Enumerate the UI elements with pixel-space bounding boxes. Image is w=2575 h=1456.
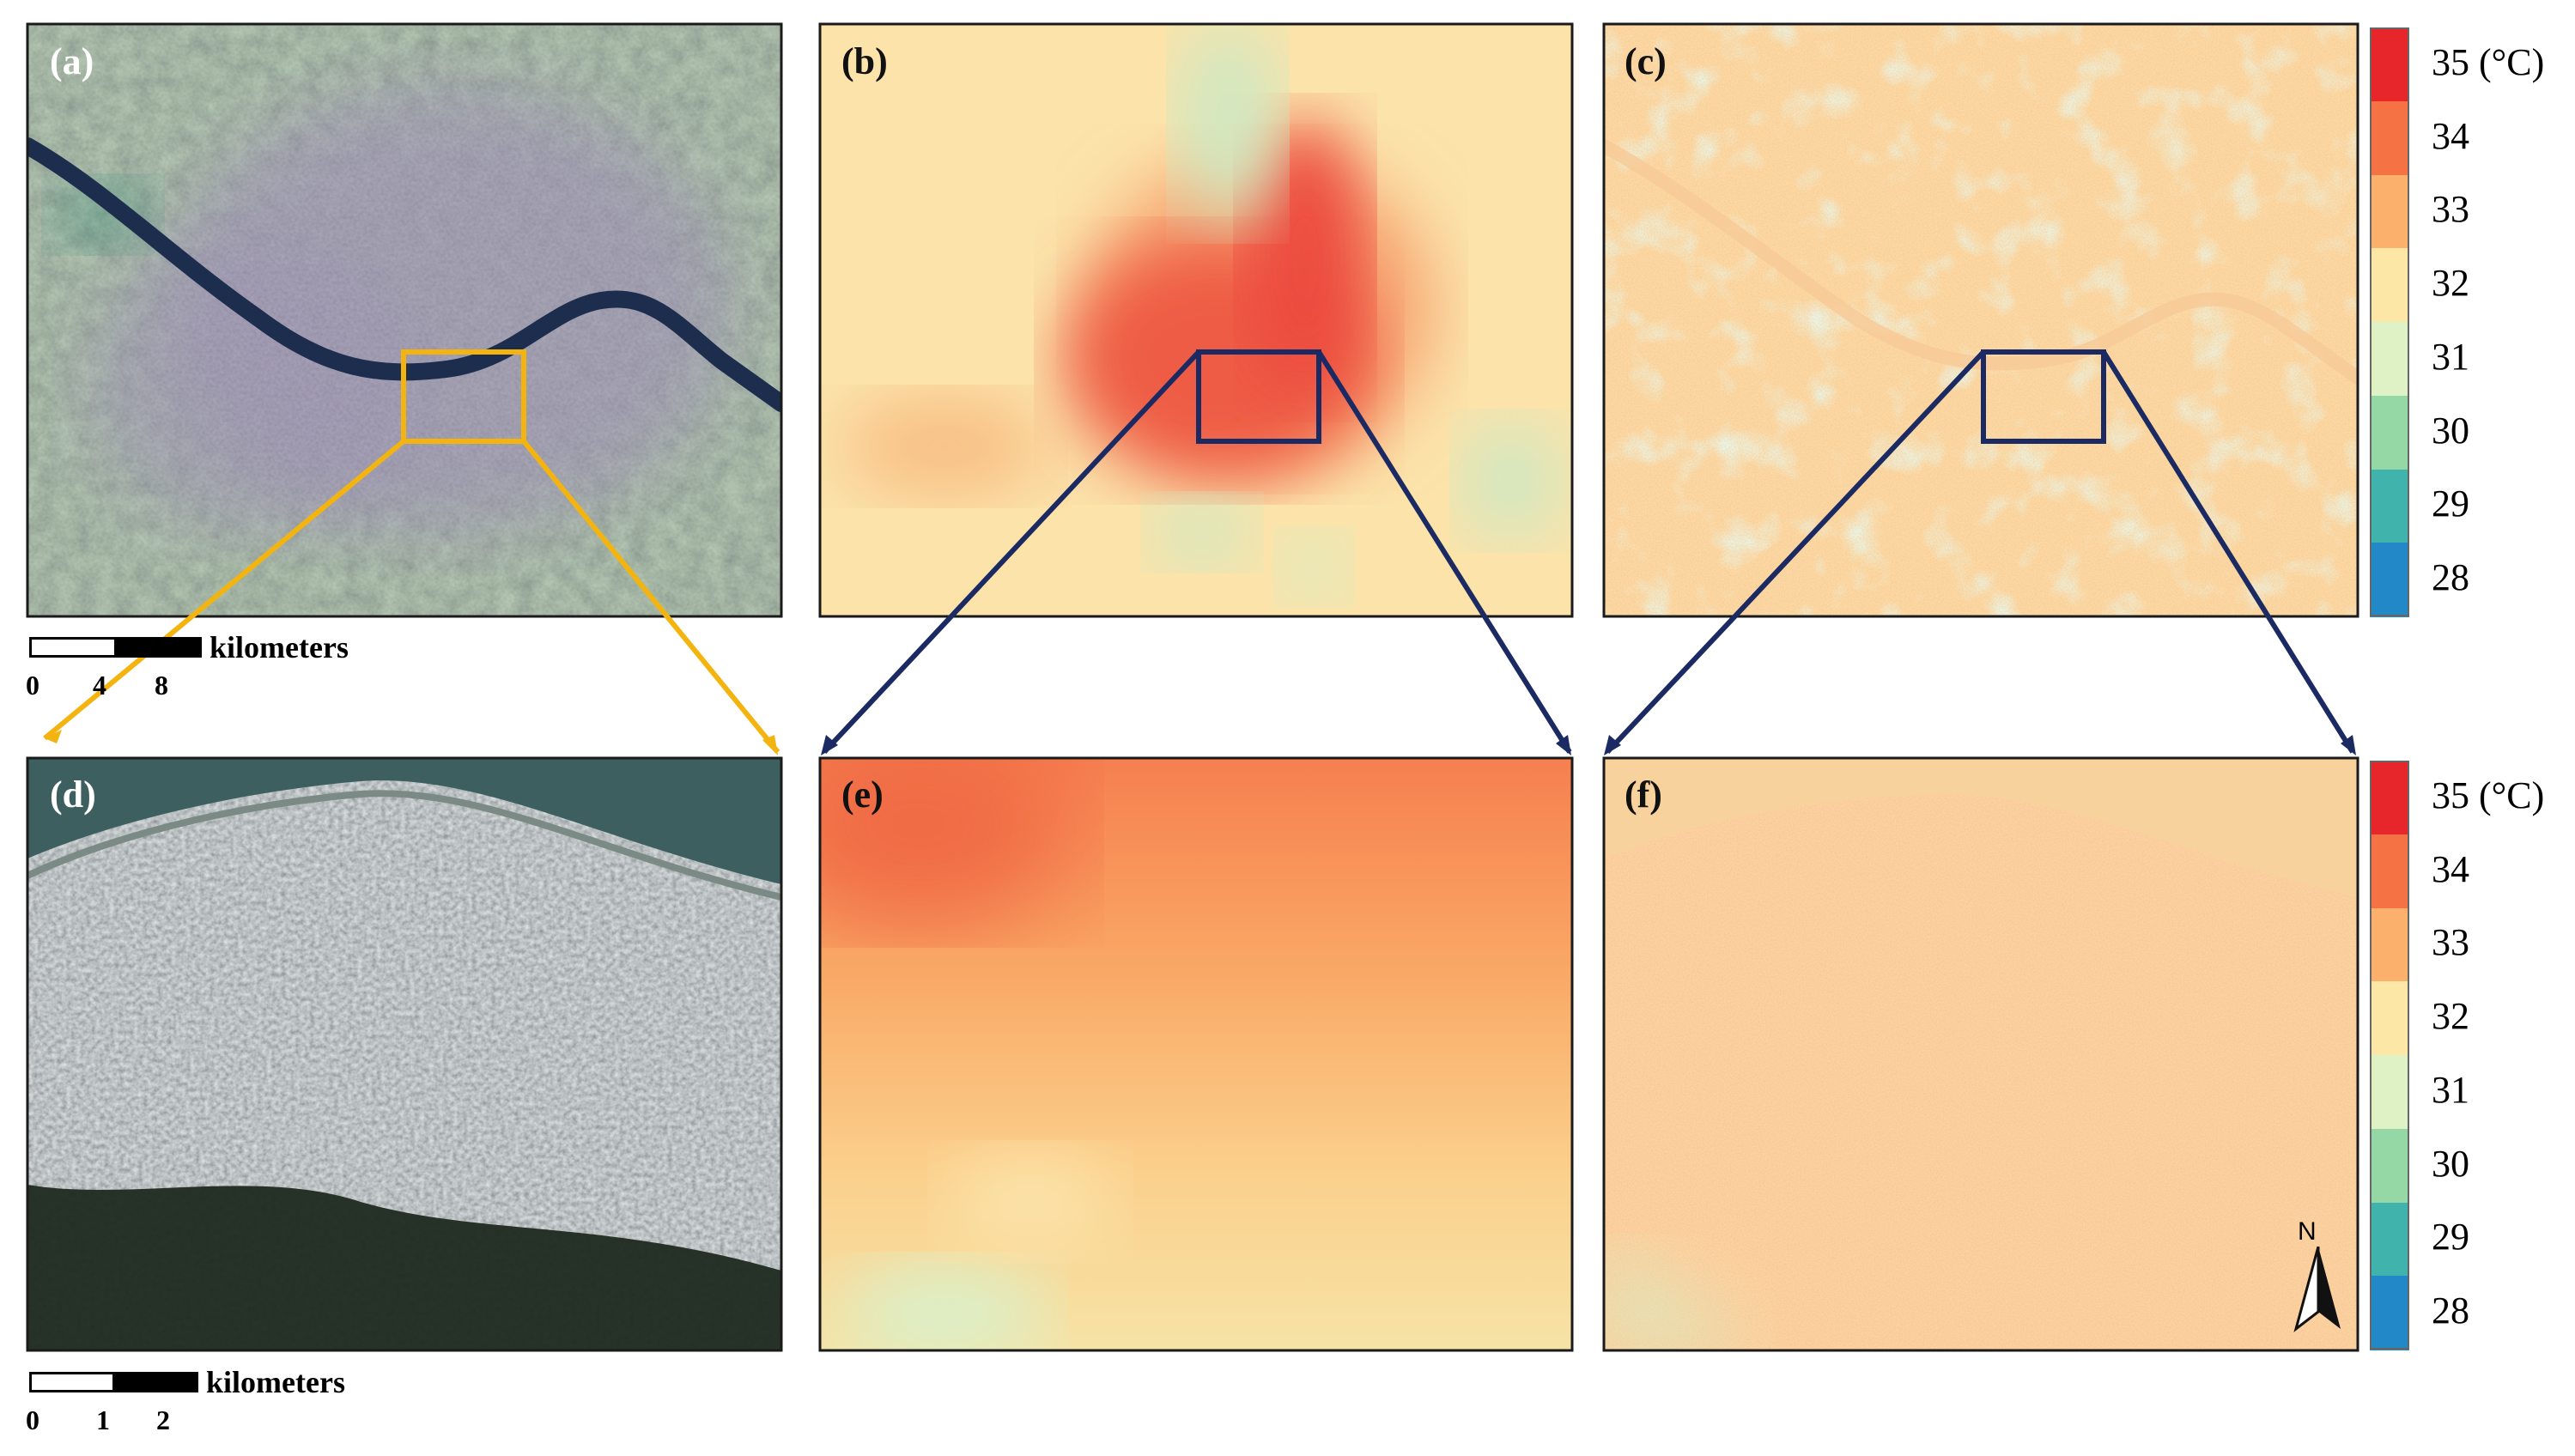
scalebar-top-tick-0: 0 (26, 670, 39, 701)
legend-bottom-swatch-4 (2370, 1055, 2409, 1130)
north-arrow-icon (2293, 1247, 2341, 1332)
panel-d-border (26, 756, 783, 1352)
panel-e-label: (e) (841, 774, 884, 816)
panel-a-zoom-box (401, 349, 526, 444)
legend-top-label-2: 33 (2432, 188, 2469, 231)
legend-top-label-4: 31 (2432, 335, 2469, 378)
legend-top-label-5: 30 (2432, 409, 2469, 452)
panel-d-satellite-image (27, 758, 781, 1350)
legend-bottom-label-6: 29 (2432, 1216, 2469, 1259)
scalebar-top-tick-2: 8 (155, 670, 168, 701)
legend-bottom-swatch-2 (2370, 907, 2409, 983)
legend-top-swatch-6 (2370, 469, 2409, 544)
legend-top-swatch-5 (2370, 395, 2409, 470)
scalebar-bottom-unit: kilometers (206, 1365, 345, 1399)
legend-bottom: 35 (°C) 34 33 32 31 30 29 28 (2370, 761, 2572, 1350)
legend-bottom-label-1: 34 (2432, 847, 2469, 890)
legend-top-swatch-1 (2370, 100, 2409, 176)
legend-bottom-swatch-7 (2370, 1276, 2409, 1350)
panel-b-lst-map (820, 24, 1572, 616)
panel-b-label: (b) (841, 40, 888, 82)
zoom-connector-lines (43, 349, 2356, 755)
panel-e-lst-map (820, 758, 1572, 1350)
panel-c-zoom-box (1981, 349, 2106, 444)
legend-top-swatch-4 (2370, 322, 2409, 397)
panel-b-border (818, 22, 1574, 618)
panel-f-label: (f) (1625, 774, 1662, 816)
scalebar-bottom-tick-0: 0 (26, 1404, 39, 1435)
panel-b-zoom-box (1196, 349, 1321, 444)
panel-a-satellite-image (27, 24, 781, 616)
legend-top-label-1: 34 (2432, 114, 2469, 157)
legend-bottom-swatch-6 (2370, 1202, 2409, 1277)
legend-top-colorbar-border (2370, 27, 2409, 616)
scalebar-top-tick-1: 4 (93, 670, 106, 701)
legend-top-label-6: 29 (2432, 482, 2469, 525)
north-arrow-letter: N (2298, 1217, 2317, 1246)
panel-c-border (1602, 22, 2359, 618)
scalebar-top-unit: kilometers (210, 630, 349, 664)
legend-bottom-swatch-1 (2370, 834, 2409, 909)
legend-bottom-colorbar-border (2370, 761, 2409, 1350)
scalebar-bottom-tick-1: 1 (96, 1404, 110, 1435)
legend-bottom-label-5: 30 (2432, 1142, 2469, 1185)
legend-top-swatch-3 (2370, 248, 2409, 323)
scalebar-bottom-black-segment (112, 1372, 198, 1392)
scalebar-top-black-segment (114, 637, 202, 658)
legend-bottom-label-7: 28 (2432, 1289, 2469, 1332)
panel-c-lst-map (1604, 24, 2358, 616)
legend-top-label-3: 32 (2432, 262, 2469, 305)
panel-a-border (26, 22, 783, 618)
legend-bottom-label-0: 35 (°C) (2432, 774, 2545, 816)
panel-e-border (818, 756, 1574, 1352)
legend-bottom-swatch-0 (2370, 761, 2409, 835)
legend-bottom-swatch-3 (2370, 981, 2409, 1056)
legend-bottom-label-2: 33 (2432, 921, 2469, 964)
legend-bottom-label-4: 31 (2432, 1068, 2469, 1111)
legend-bottom-label-3: 32 (2432, 995, 2469, 1038)
panel-a-label: (a) (50, 40, 94, 82)
scalebar-top-white-segment (29, 637, 117, 658)
legend-top-label-7: 28 (2432, 556, 2469, 599)
panel-d-label: (d) (50, 774, 96, 816)
north-arrow: N (2293, 1217, 2344, 1332)
legend-bottom-swatch-5 (2370, 1128, 2409, 1204)
panel-f-lst-map (1604, 758, 2358, 1350)
panel-c-label: (c) (1625, 40, 1667, 82)
scalebar-bottom-tick-2: 2 (156, 1404, 170, 1435)
legend-top-label-0: 35 (°C) (2432, 40, 2545, 83)
legend-top-swatch-0 (2370, 27, 2409, 102)
legend-top: 35 (°C) 34 33 32 31 30 29 28 (2370, 27, 2572, 617)
panel-f-border (1602, 756, 2359, 1352)
legend-top-swatch-7 (2370, 543, 2409, 617)
legend-top-swatch-2 (2370, 174, 2409, 250)
scalebar-bottom-white-segment (29, 1372, 115, 1392)
